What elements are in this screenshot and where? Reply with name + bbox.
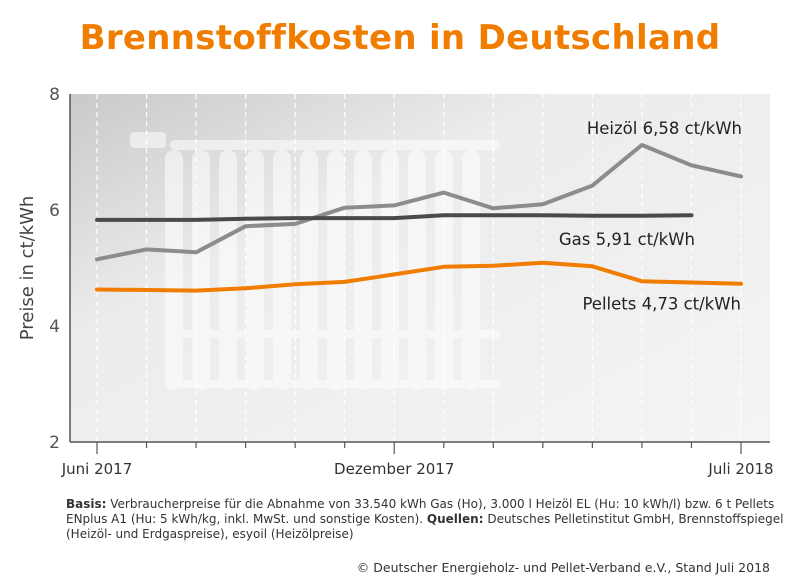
gridlines: [96, 94, 742, 442]
point-heizöl-2018-02: [491, 206, 495, 210]
point-gas-2018-06: [689, 213, 693, 217]
y-tick-label-6: 6: [49, 201, 60, 221]
point-gas-2018-03: [541, 213, 545, 217]
point-heizöl-2017-11: [343, 206, 347, 210]
point-gas-2017-06: [95, 218, 99, 222]
point-heizöl-2018-03: [541, 202, 545, 206]
point-gas-2017-09: [244, 217, 248, 221]
point-gas-2017-07: [145, 218, 149, 222]
chart-title: Brennstoffkosten in Deutschland: [79, 18, 721, 58]
point-pellets-2017-08: [194, 289, 198, 293]
point-pellets-2018-06: [689, 281, 693, 284]
point-heizöl-2018-06: [689, 163, 693, 167]
point-heizöl-2017-12: [392, 203, 396, 207]
point-pellets-2018-03: [541, 261, 545, 265]
series-line-pellets: [95, 260, 743, 293]
point-heizöl-2017-09: [244, 224, 248, 228]
point-heizöl-2018-04: [590, 184, 594, 188]
point-heizöl-2018-01: [442, 191, 446, 195]
point-pellets-2017-09: [244, 286, 248, 290]
point-gas-2018-05: [640, 214, 644, 218]
series: [95, 143, 743, 293]
y-tick-label-4: 4: [49, 317, 60, 337]
point-pellets-2018-07: [739, 282, 743, 286]
series-label-gas: Gas 5,91 ct/kWh: [559, 230, 695, 249]
y-tick-label-8: 8: [49, 85, 60, 105]
axes: [69, 94, 770, 454]
point-pellets-2017-06: [95, 287, 99, 291]
footnote: Basis: Verbraucherpreise für die Abnahme…: [66, 497, 786, 542]
point-pellets-2017-11: [343, 280, 347, 284]
footnote-basis-label: Basis:: [66, 497, 107, 511]
y-tick-label-2: 2: [49, 433, 60, 453]
point-gas-2018-04: [590, 214, 594, 218]
point-pellets-2018-04: [590, 264, 594, 268]
point-heizöl-2017-08: [194, 250, 198, 254]
series-label-pellets: Pellets 4,73 ct/kWh: [582, 295, 741, 314]
point-pellets-2017-12: [392, 272, 396, 276]
point-pellets-2017-10: [293, 282, 297, 286]
series-line-heizöl: [95, 143, 743, 262]
x-tick-label-2018-07: Juli 2018: [707, 460, 773, 478]
point-pellets-2018-02: [491, 264, 495, 268]
point-pellets-2018-01: [442, 265, 446, 269]
footnote-basis-text: Verbraucherpreise für die Abnahme von 33…: [66, 497, 775, 526]
footnote-sources-text: Deutsches Pelletinstitut GmbH, Brennstof…: [66, 512, 784, 541]
point-gas-2018-02: [491, 213, 495, 217]
point-heizöl-2018-05: [640, 143, 644, 147]
radiator-illustration: [130, 132, 500, 390]
point-heizöl-2017-10: [293, 222, 297, 226]
series-label-heizöl: Heizöl 6,58 ct/kWh: [587, 119, 742, 138]
point-heizöl-2017-07: [145, 247, 149, 251]
point-heizöl-2018-07: [739, 174, 743, 178]
point-gas-2017-11: [343, 216, 347, 220]
y-axis-label: Preise in ct/kWh: [17, 196, 38, 341]
x-tick-label-2017-12: Dezember 2017: [334, 460, 454, 478]
point-heizöl-2017-06: [95, 257, 99, 261]
point-gas-2017-08: [194, 218, 198, 222]
point-gas-2017-10: [293, 216, 297, 220]
line-chart: Juni 2017 Dezember 2017 Juli 2018 2 4 6 8 Preis…: [17, 85, 774, 478]
point-pellets-2018-05: [640, 279, 644, 283]
labels: Juni 2017 Dezember 2017 Juli 2018 2 4 6 8 Preis…: [17, 85, 774, 478]
copyright: © Deutscher Energieholz- und Pellet-Verb…: [356, 560, 770, 575]
footnote-sources-label: Quellen:: [426, 512, 484, 526]
x-tick-label-2017-06: Juni 2017: [61, 460, 133, 478]
point-gas-2017-12: [392, 216, 396, 220]
point-gas-2018-01: [442, 213, 446, 217]
point-pellets-2017-07: [145, 288, 149, 292]
